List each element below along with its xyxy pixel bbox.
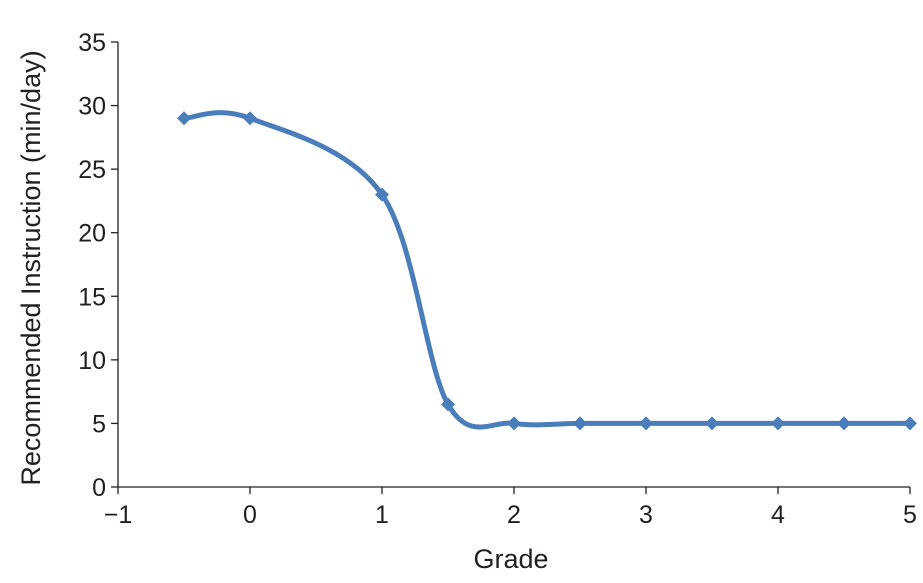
data-point-marker — [243, 111, 257, 126]
y-tick-label: 20 — [78, 220, 106, 248]
data-point-marker — [903, 416, 917, 431]
x-tick-label: 2 — [507, 501, 521, 529]
x-tick-label: 4 — [771, 501, 785, 529]
data-point-marker — [771, 416, 785, 431]
x-tick-label: 0 — [243, 501, 257, 529]
y-tick-label: 30 — [78, 93, 106, 121]
y-tick-label: 5 — [92, 410, 106, 438]
x-tick-label: −1 — [104, 501, 133, 529]
data-point-marker — [837, 416, 851, 431]
y-tick-label: 0 — [92, 474, 106, 502]
data-point-marker — [441, 397, 455, 412]
y-tick-label: 25 — [78, 156, 106, 184]
y-tick-label: 10 — [78, 347, 106, 375]
series-line — [181, 110, 913, 430]
x-tick-label: 5 — [903, 501, 917, 529]
data-point-marker — [639, 416, 653, 431]
x-axis-title: Grade — [473, 544, 548, 574]
data-point-marker — [375, 187, 389, 202]
data-point-marker — [177, 111, 191, 126]
series — [181, 110, 913, 430]
y-axis-title: Recommended Instruction (min/day) — [16, 50, 46, 485]
data-point-marker — [573, 416, 587, 431]
y-tick-label: 35 — [78, 29, 106, 57]
x-tick-label: 3 — [639, 501, 653, 529]
y-ticks: 0 5 10 15 20 25 30 35 — [78, 29, 118, 502]
markers — [177, 111, 917, 431]
x-tick-label: 1 — [375, 501, 389, 529]
y-tick-label: 15 — [78, 283, 106, 311]
x-ticks: −1 0 1 2 3 4 5 — [104, 487, 917, 529]
data-point-marker — [705, 416, 719, 431]
data-point-marker — [507, 416, 521, 431]
